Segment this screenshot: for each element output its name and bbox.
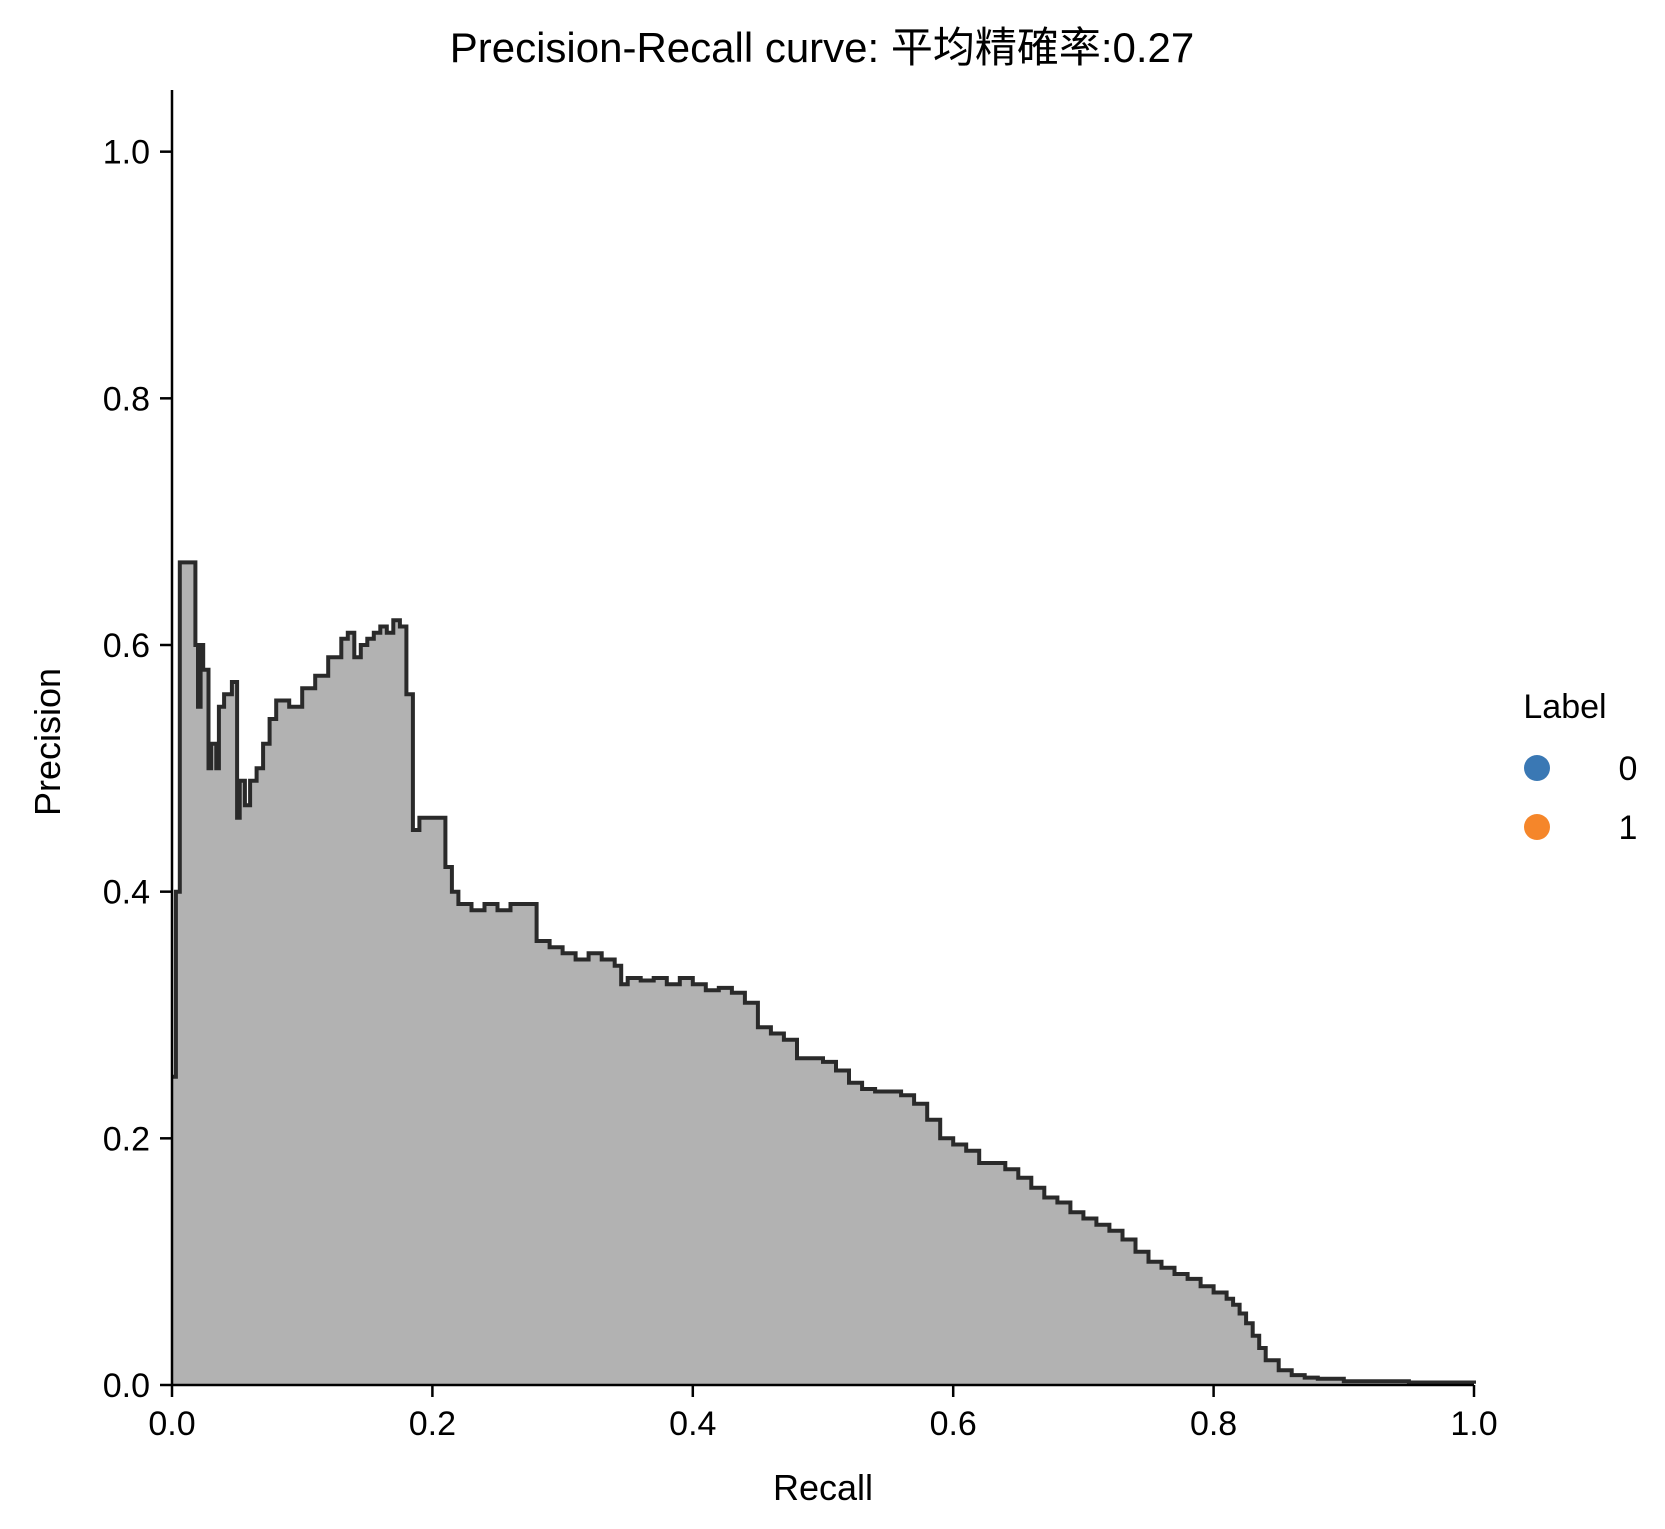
legend-item-0: 0 <box>1524 750 1637 788</box>
legend-title: Label <box>1523 688 1606 726</box>
legend-label-1: 1 <box>1619 809 1638 847</box>
y-ticks: 0.0 0.2 0.4 0.6 0.8 1.0 <box>103 134 172 1405</box>
x-ticks: 0.0 0.2 0.4 0.6 0.8 1.0 <box>148 1385 1498 1443</box>
y-tick-label: 0.6 <box>103 627 150 665</box>
y-tick-label: 0.8 <box>103 380 150 418</box>
chart-title: Precision-Recall curve: 平均精確率:0.27 <box>450 24 1195 71</box>
y-tick-label: 0.0 <box>103 1367 150 1405</box>
y-tick-label: 0.4 <box>103 874 150 912</box>
legend-marker-0 <box>1524 755 1550 781</box>
pr-curve-fill <box>172 562 1474 1385</box>
legend-marker-1 <box>1524 814 1550 840</box>
y-axis-label: Precision <box>27 668 68 816</box>
y-tick-label: 0.2 <box>103 1120 150 1158</box>
y-tick-label: 1.0 <box>103 134 150 172</box>
x-tick-label: 1.0 <box>1450 1405 1497 1443</box>
x-tick-label: 0.4 <box>669 1405 716 1443</box>
x-tick-label: 0.6 <box>930 1405 977 1443</box>
plot-area <box>172 560 1476 1385</box>
x-tick-label: 0.0 <box>148 1405 195 1443</box>
x-tick-label: 0.2 <box>409 1405 456 1443</box>
legend-label-0: 0 <box>1619 750 1638 788</box>
x-tick-label: 0.8 <box>1190 1405 1237 1443</box>
legend-item-1: 1 <box>1524 809 1637 847</box>
x-axis-label: Recall <box>773 1467 873 1508</box>
pr-curve-line <box>172 560 1476 1385</box>
legend: Label 0 1 <box>1523 688 1637 847</box>
